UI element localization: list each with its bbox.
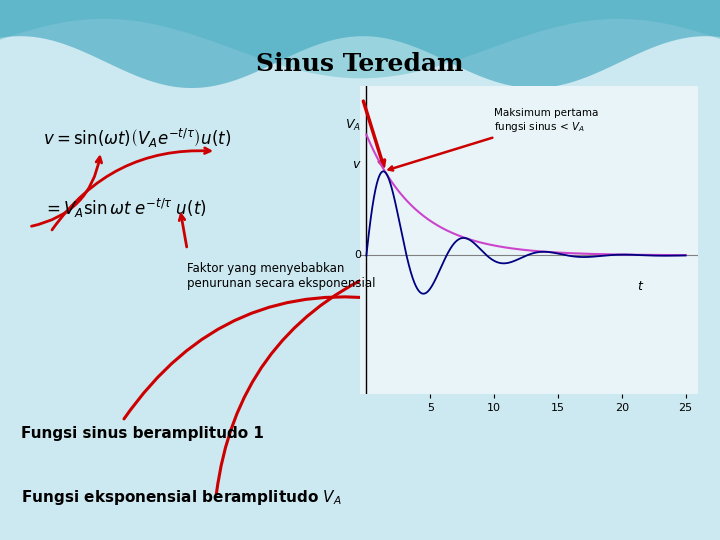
Text: $v = \sin(\omega t)\left(V_A e^{-t/\tau}\right)u(t)$: $v = \sin(\omega t)\left(V_A e^{-t/\tau}… [43,127,232,151]
Text: $V_A$: $V_A$ [346,118,361,133]
PathPatch shape [0,0,720,88]
Text: $v$: $v$ [352,158,361,171]
Text: Sinus Teredam: Sinus Teredam [256,52,464,76]
PathPatch shape [0,0,720,78]
Text: Fungsi eksponensial beramplitudo $V_A$: Fungsi eksponensial beramplitudo $V_A$ [21,488,342,508]
Text: 0: 0 [354,251,361,260]
Text: Faktor yang menyebabkan
penurunan secara eksponensial: Faktor yang menyebabkan penurunan secara… [187,262,376,290]
Text: Fungsi sinus beramplitudo 1: Fungsi sinus beramplitudo 1 [21,426,264,441]
Text: $= V_A \sin\omega t \; e^{-t/\tau} \; u(t)$: $= V_A \sin\omega t \; e^{-t/\tau} \; u(… [43,197,207,220]
Text: Maksimum pertama
fungsi sinus < $V_A$: Maksimum pertama fungsi sinus < $V_A$ [389,108,598,171]
Text: $t$: $t$ [637,280,644,293]
